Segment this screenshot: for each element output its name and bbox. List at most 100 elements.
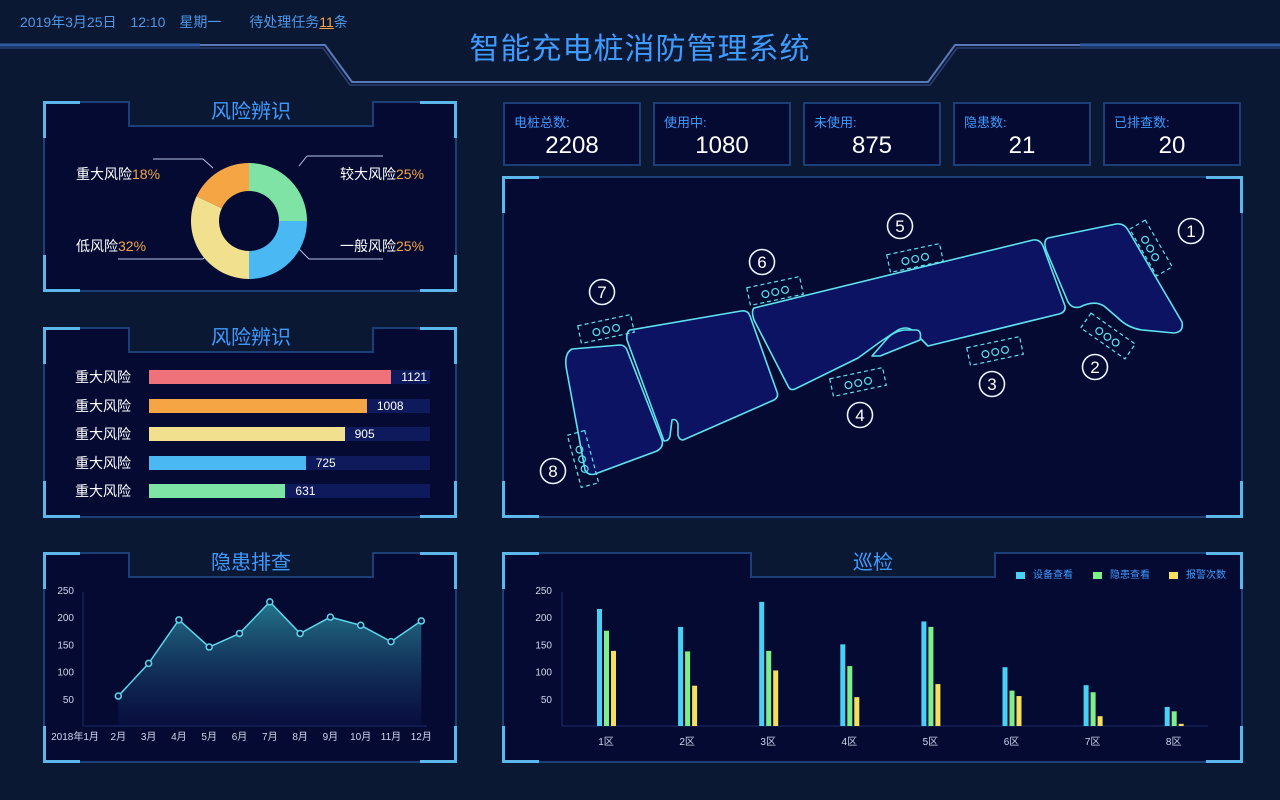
pending-tasks-count[interactable]: 11	[319, 14, 334, 30]
charger-station[interactable]	[966, 335, 1024, 367]
patrol-bar[interactable]	[935, 684, 941, 726]
data-point[interactable]	[175, 616, 183, 624]
patrol-bar[interactable]	[1178, 723, 1184, 726]
stat-unused[interactable]: 未使用: 875	[803, 102, 941, 166]
data-point[interactable]	[356, 621, 365, 630]
patrol-bar[interactable]	[685, 651, 691, 726]
data-point[interactable]	[266, 598, 274, 606]
risk-bar-label: 重大风险	[75, 454, 131, 471]
risk-bar-row[interactable]: 重大风险 1008	[75, 398, 431, 414]
risk-bar-fill	[149, 398, 367, 413]
stat-value: 1080	[695, 132, 749, 159]
patrol-bar[interactable]	[1090, 692, 1096, 726]
charger-station[interactable]	[566, 429, 600, 489]
risk-bar-row[interactable]: 重大风险 725	[75, 455, 431, 471]
panel-corner	[420, 255, 457, 292]
stat-total[interactable]: 电桩总数: 2208	[503, 102, 641, 166]
x-tick-label: 6月	[232, 731, 248, 743]
map-building-1[interactable]	[1044, 223, 1184, 334]
patrol-bar[interactable]	[1009, 690, 1015, 726]
zone-marker-circle[interactable]	[588, 278, 616, 306]
zone-marker-circle[interactable]	[1177, 217, 1205, 245]
legend-device[interactable]: 设备查看	[1016, 566, 1073, 581]
panel-corner	[502, 726, 539, 763]
legend-alarm[interactable]: 报警次数	[1169, 566, 1226, 581]
x-tick-label: 8月	[292, 731, 308, 743]
zone-marker-label: 4	[855, 406, 864, 425]
patrol-bar[interactable]	[597, 608, 602, 726]
pending-tasks[interactable]: 待处理任务11条	[249, 14, 348, 30]
charger-station[interactable]	[829, 366, 887, 398]
zone-marker-circle[interactable]	[748, 248, 776, 276]
panel-corner	[43, 101, 80, 138]
stat-checked[interactable]: 已排查数: 20	[1103, 102, 1241, 166]
donut-slice[interactable]	[196, 163, 249, 209]
legend-swatch	[1016, 571, 1025, 579]
risk-bar-row[interactable]: 重大风险 905	[75, 426, 431, 442]
panel-corner	[420, 726, 457, 763]
patrol-panel: 巡检 设备查看 隐患查看 报警次数 50 100 150 200 250 1区 2区 3区 4区…	[502, 552, 1243, 763]
patrol-bar[interactable]	[847, 666, 853, 726]
data-point[interactable]	[387, 637, 395, 646]
map-building-3[interactable]	[626, 310, 779, 442]
patrol-bar[interactable]	[766, 650, 772, 726]
zone-marker-circle[interactable]	[978, 370, 1006, 398]
data-point[interactable]	[326, 613, 335, 621]
zone-marker-circle[interactable]	[846, 401, 874, 429]
area-fill	[118, 601, 422, 726]
data-point[interactable]	[417, 617, 426, 625]
x-tick-label: 2月	[111, 731, 127, 743]
patrol-bar[interactable]	[611, 650, 616, 726]
zone-marker-circle[interactable]	[886, 212, 914, 240]
data-point[interactable]	[144, 659, 153, 668]
patrol-bar[interactable]	[692, 685, 698, 726]
legend-hazard[interactable]: 隐患查看	[1093, 566, 1150, 581]
site-map: 1 2 3 4 5 6 7 8	[539, 212, 1205, 489]
zone-marker-circle[interactable]	[539, 457, 567, 485]
charger-station[interactable]	[1128, 219, 1174, 277]
y-tick-label: 100	[535, 668, 552, 679]
patrol-bar[interactable]	[773, 670, 779, 726]
patrol-bar[interactable]	[928, 626, 934, 726]
y-tick-label: 50	[541, 695, 553, 706]
data-point[interactable]	[205, 643, 213, 651]
data-point[interactable]	[114, 692, 123, 700]
stat-hazards[interactable]: 隐患数: 21	[953, 102, 1091, 166]
risk-bar-row[interactable]: 重大风险 631	[75, 483, 431, 499]
legend-swatch	[1093, 571, 1102, 579]
y-tick-label: 200	[57, 613, 74, 624]
donut-slice[interactable]	[249, 163, 307, 221]
risk-bar-track	[149, 455, 430, 470]
patrol-bar[interactable]	[759, 601, 765, 726]
patrol-bar[interactable]	[840, 644, 846, 726]
patrol-bar[interactable]	[1097, 716, 1103, 726]
patrol-bar[interactable]	[921, 621, 927, 726]
patrol-bar[interactable]	[1002, 667, 1008, 726]
data-point[interactable]	[235, 629, 244, 638]
patrol-bar[interactable]	[1016, 696, 1022, 726]
map-building-2[interactable]	[751, 239, 1066, 391]
x-tick-label: 4区	[842, 736, 858, 748]
panel-corner	[420, 327, 457, 364]
patrol-bar[interactable]	[1164, 706, 1170, 726]
zone-marker-circle[interactable]	[1081, 353, 1109, 381]
patrol-bar[interactable]	[854, 697, 860, 726]
charger-station[interactable]	[1079, 312, 1137, 360]
pending-tasks-prefix: 待处理任务	[249, 14, 320, 30]
x-tick-label: 10月	[350, 731, 371, 743]
patrol-bar[interactable]	[1171, 711, 1177, 726]
risk-bar-row[interactable]: 重大风险 1121	[75, 369, 431, 385]
zone-marker-label: 6	[757, 253, 766, 272]
charger-station[interactable]	[577, 313, 635, 345]
data-point[interactable]	[296, 629, 304, 638]
patrol-bar[interactable]	[678, 626, 684, 726]
donut-slice[interactable]	[190, 196, 249, 279]
map-building-4[interactable]	[565, 344, 664, 476]
map-ramp[interactable]	[871, 329, 922, 357]
stat-in-use[interactable]: 使用中: 1080	[653, 102, 791, 166]
patrol-bar[interactable]	[1083, 685, 1089, 726]
patrol-bar[interactable]	[604, 630, 609, 726]
donut-slice[interactable]	[249, 221, 307, 279]
x-tick-label: 2018年1月	[51, 730, 99, 743]
panel-corner	[43, 327, 80, 364]
